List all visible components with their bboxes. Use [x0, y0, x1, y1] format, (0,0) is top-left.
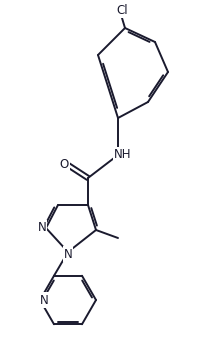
Text: N: N [38, 222, 46, 235]
Text: Cl: Cl [116, 4, 127, 17]
Text: NH: NH [114, 148, 131, 161]
Text: O: O [59, 159, 68, 172]
Text: N: N [39, 294, 48, 307]
Text: N: N [63, 248, 72, 261]
